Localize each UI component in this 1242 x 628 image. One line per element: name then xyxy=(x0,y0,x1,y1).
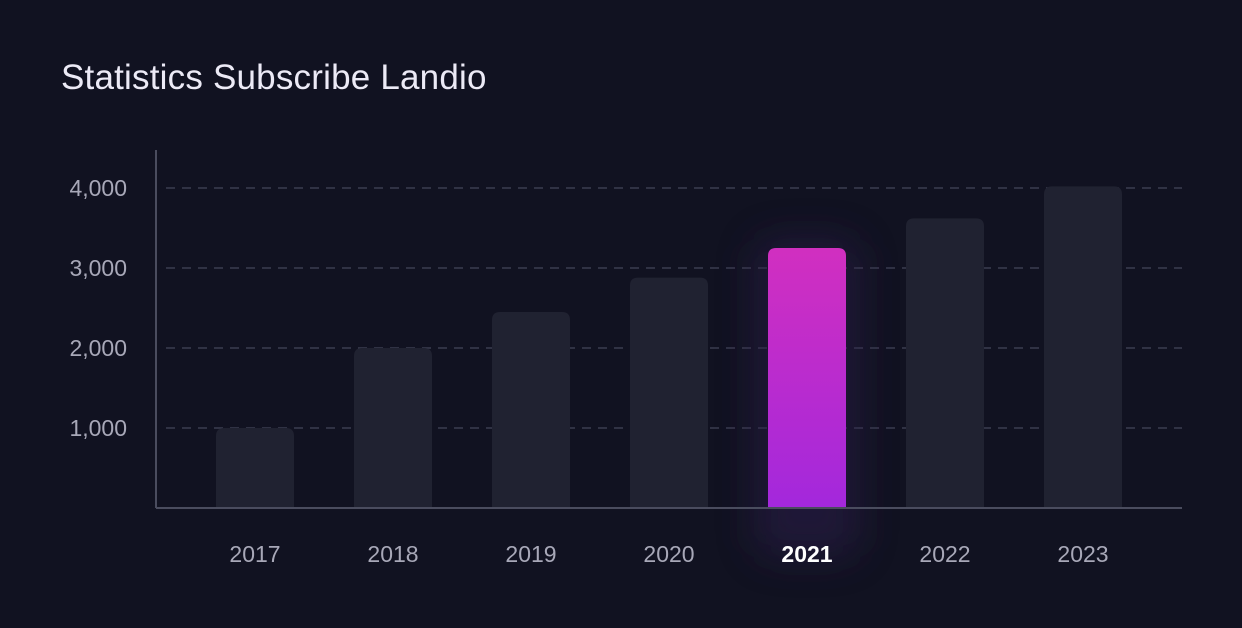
x-tick-label: 2018 xyxy=(367,541,418,567)
y-tick-label: 2,000 xyxy=(69,335,127,361)
bar-2020[interactable] xyxy=(630,277,708,508)
x-tick-label: 2022 xyxy=(919,541,970,567)
y-axis-ticks: 1,000 2,000 3,000 4,000 xyxy=(69,175,127,441)
x-tick-label: 2023 xyxy=(1057,541,1108,567)
bars xyxy=(216,186,1122,558)
x-axis-ticks: 2017 2018 2019 2020 2021 2022 2023 xyxy=(229,541,1108,567)
y-tick-label: 4,000 xyxy=(69,175,127,201)
x-tick-label: 2017 xyxy=(229,541,280,567)
bar-2021-highlighted[interactable] xyxy=(768,248,846,508)
bar-2018[interactable] xyxy=(354,348,432,508)
x-tick-label: 2020 xyxy=(643,541,694,567)
bar-2023[interactable] xyxy=(1044,186,1122,508)
axes xyxy=(155,150,1182,509)
bar-2019[interactable] xyxy=(492,312,570,508)
bar-2017[interactable] xyxy=(216,428,294,508)
y-tick-label: 1,000 xyxy=(69,415,127,441)
bar-2022[interactable] xyxy=(906,218,984,508)
y-tick-label: 3,000 xyxy=(69,255,127,281)
x-tick-label: 2019 xyxy=(505,541,556,567)
x-tick-label: 2021 xyxy=(781,541,832,567)
chart-title: Statistics Subscribe Landio xyxy=(61,58,487,97)
